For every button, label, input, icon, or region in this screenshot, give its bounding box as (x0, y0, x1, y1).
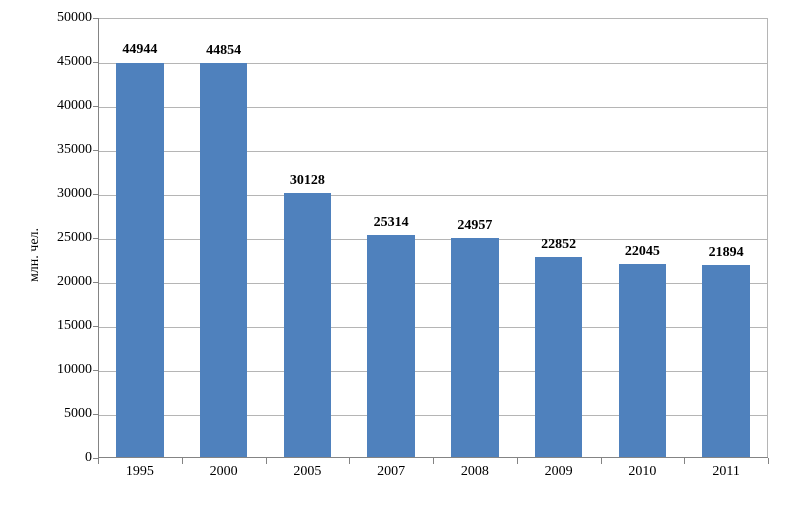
bar (535, 257, 583, 458)
data-label: 24957 (457, 218, 492, 234)
x-tick (266, 458, 267, 464)
y-tick-label: 5000 (32, 406, 92, 422)
data-label: 44944 (122, 42, 157, 58)
x-tick (684, 458, 685, 464)
x-tick-label: 2000 (210, 464, 238, 480)
data-label: 22852 (541, 237, 576, 253)
bar (702, 265, 750, 458)
y-tick-label: 40000 (32, 98, 92, 114)
x-tick-label: 1995 (126, 464, 154, 480)
bar (116, 63, 164, 459)
y-tick-label: 15000 (32, 318, 92, 334)
x-tick (349, 458, 350, 464)
data-label: 22045 (625, 244, 660, 260)
bar-chart: млн. чел. 050001000015000200002500030000… (0, 0, 786, 509)
data-label: 21894 (709, 245, 744, 261)
x-tick (433, 458, 434, 464)
x-tick-label: 2008 (461, 464, 489, 480)
data-label: 30128 (290, 173, 325, 189)
x-tick-label: 2005 (293, 464, 321, 480)
data-label: 44854 (206, 43, 241, 59)
x-tick-label: 2010 (628, 464, 656, 480)
data-label: 25314 (374, 215, 409, 231)
bar (200, 63, 248, 458)
y-tick-label: 25000 (32, 230, 92, 246)
y-tick-label: 20000 (32, 274, 92, 290)
bars-layer (98, 18, 768, 458)
y-tick-label: 50000 (32, 10, 92, 26)
x-tick-label: 2007 (377, 464, 405, 480)
y-tick-label: 45000 (32, 54, 92, 70)
y-tick-label: 35000 (32, 142, 92, 158)
x-tick (517, 458, 518, 464)
bar (367, 235, 415, 458)
x-tick (768, 458, 769, 464)
bar (284, 193, 332, 458)
x-tick-label: 2011 (712, 464, 739, 480)
x-axis (98, 457, 768, 458)
y-tick-label: 0 (32, 450, 92, 466)
y-tick-label: 10000 (32, 362, 92, 378)
x-tick (98, 458, 99, 464)
y-tick-label: 30000 (32, 186, 92, 202)
x-tick (601, 458, 602, 464)
x-tick (182, 458, 183, 464)
x-tick-label: 2009 (545, 464, 573, 480)
bar (619, 264, 667, 458)
bar (451, 238, 499, 458)
